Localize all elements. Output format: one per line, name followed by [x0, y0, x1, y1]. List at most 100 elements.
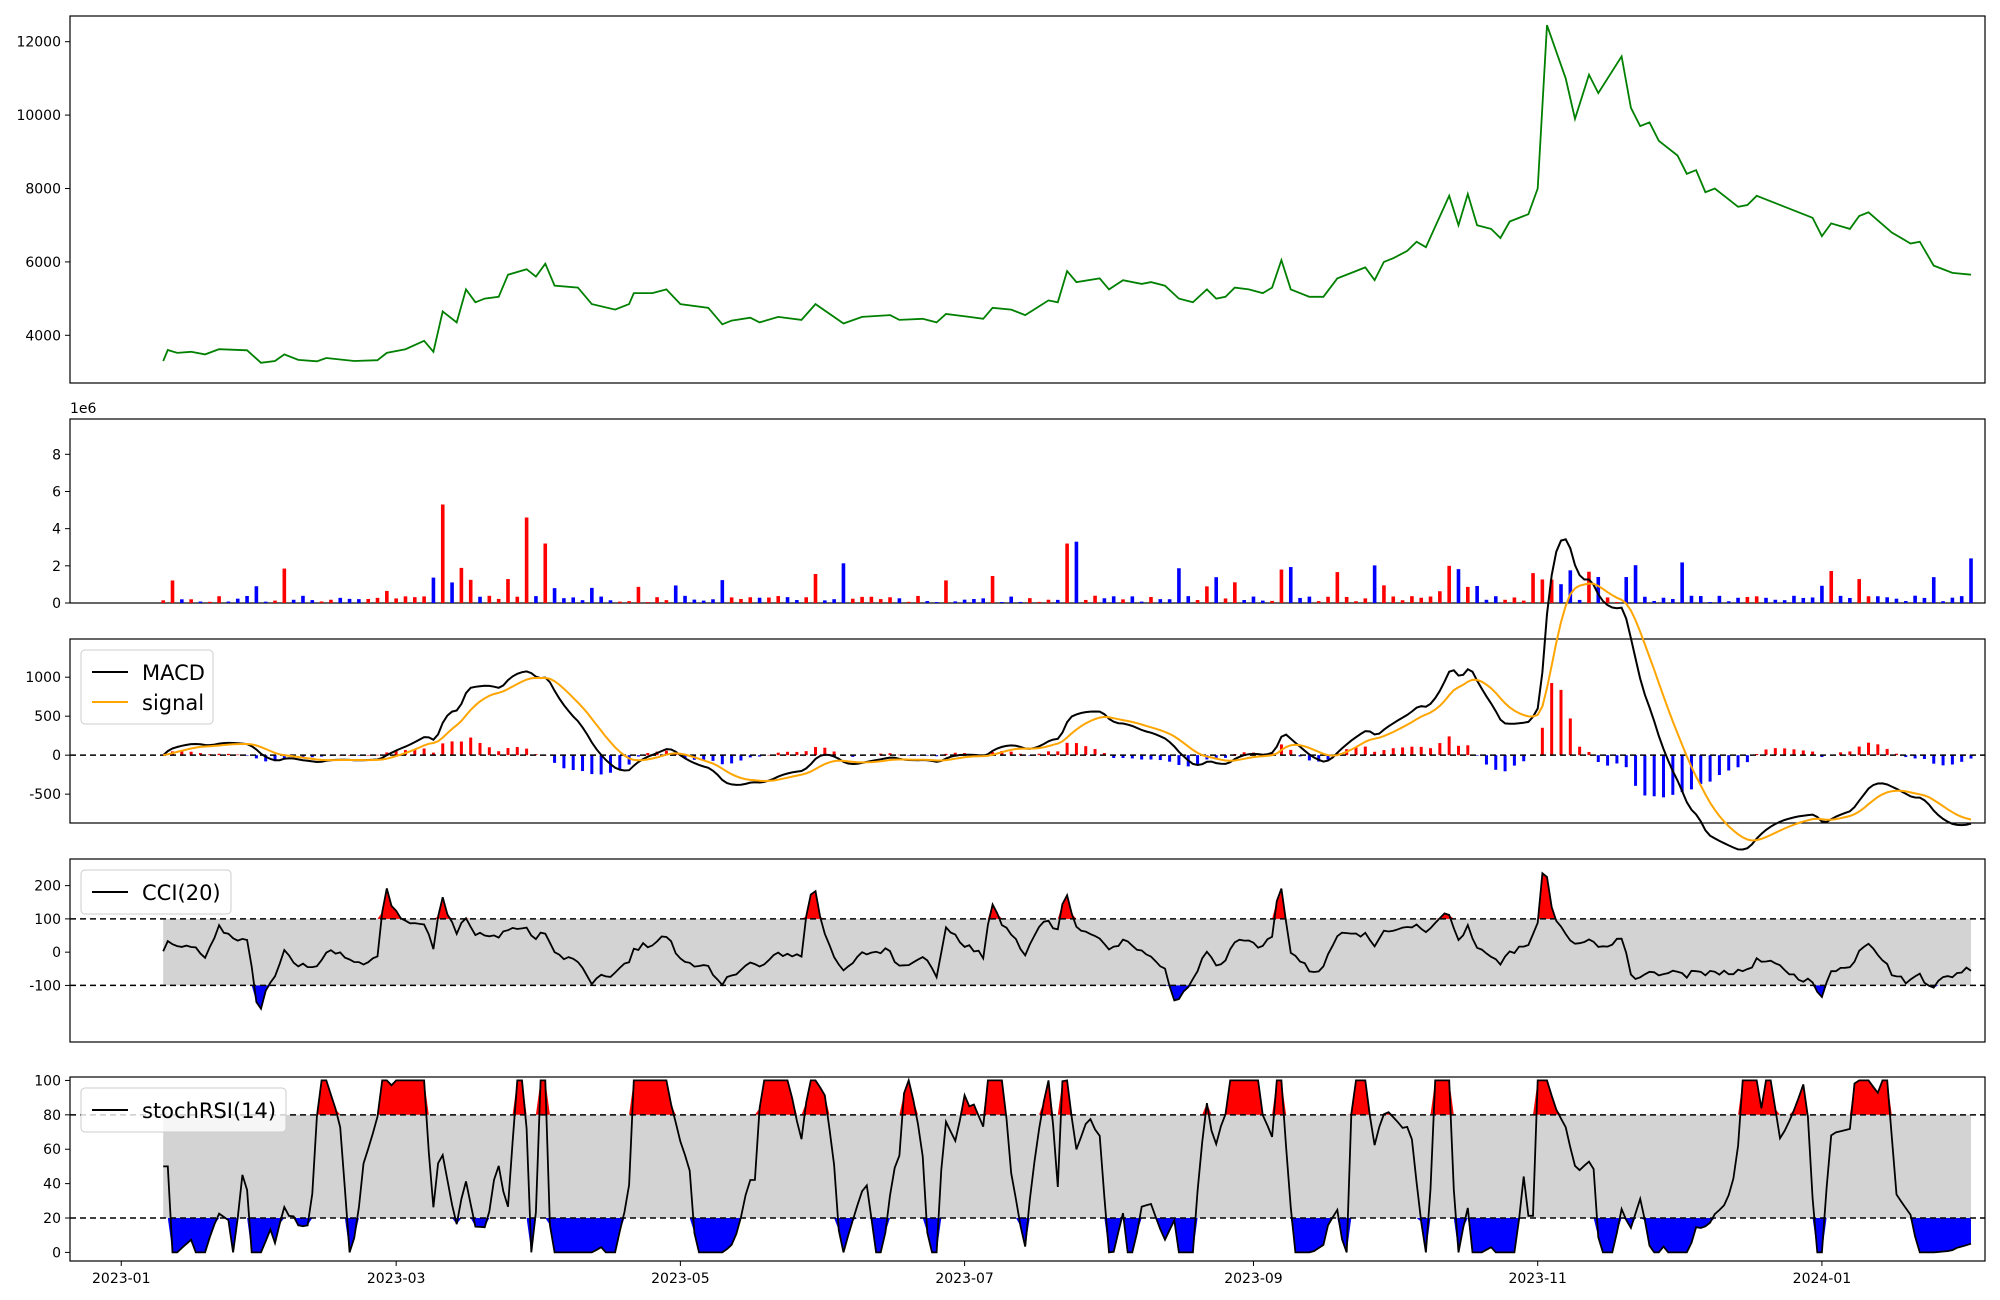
macd-histogram-bar — [804, 751, 808, 756]
volume-bar — [217, 596, 221, 603]
macd-histogram-bar — [180, 751, 184, 756]
macd-histogram-bar — [991, 752, 995, 756]
stochrsi-line — [163, 1077, 1972, 1254]
volume-bar — [1820, 585, 1824, 603]
volume-bar — [506, 579, 510, 603]
volume-bar — [1941, 601, 1945, 603]
macd-histogram-bar — [1093, 749, 1097, 756]
volume-bar — [711, 599, 715, 603]
macd-histogram-bar — [1289, 749, 1293, 756]
macd-histogram-bar — [832, 751, 836, 756]
stochrsi-ytick-label: 60 — [43, 1142, 61, 1158]
stochrsi-legend-label: stochRSI(14) — [142, 1099, 276, 1123]
volume-bar — [1633, 565, 1638, 603]
volume-bar — [1400, 600, 1405, 603]
volume-bar — [1233, 582, 1237, 603]
macd-histogram-bar — [1894, 753, 1898, 756]
volume-bar — [888, 597, 892, 603]
macd-histogram-bar — [348, 755, 352, 756]
volume-bar — [981, 598, 986, 603]
macd-histogram-bar — [590, 755, 594, 775]
macd-histogram-bar — [1820, 755, 1824, 757]
macd-histogram-bar — [1168, 755, 1172, 762]
macd-histogram-bar — [1811, 751, 1815, 756]
macd-histogram-bar — [1494, 755, 1498, 770]
volume-bar — [394, 598, 398, 603]
macd-histogram-bar — [245, 755, 249, 756]
macd-histogram-bar — [1540, 727, 1544, 756]
macd-histogram-bar — [571, 755, 575, 771]
volume-bar — [739, 598, 743, 603]
macd-histogram-bar — [1363, 746, 1367, 756]
volume-bar — [953, 601, 958, 603]
volume-bar — [850, 598, 855, 603]
macd-histogram-bar — [357, 755, 361, 756]
volume-bar — [161, 600, 165, 603]
macd-histogram-bar — [1438, 743, 1442, 756]
macd-histogram-bar — [1373, 751, 1377, 756]
macd-histogram-bar — [1102, 752, 1106, 756]
macd-histogram-bar — [1429, 748, 1433, 756]
volume-bar — [795, 600, 799, 603]
volume-bar — [1372, 565, 1377, 603]
macd-histogram-bar — [1401, 747, 1405, 756]
macd-histogram-bar — [888, 753, 892, 756]
macd-ytick-label: 1000 — [25, 670, 61, 686]
macd-histogram-bar — [1410, 746, 1414, 756]
volume-ytick-label: 8 — [52, 447, 61, 463]
volume-bar — [1745, 596, 1750, 603]
volume-bar — [1540, 579, 1545, 603]
volume-bar — [962, 599, 967, 603]
volume-bar — [972, 599, 976, 603]
stochrsi-ytick-label: 20 — [43, 1211, 61, 1227]
volume-bar — [1065, 543, 1069, 603]
volume-bar — [925, 601, 930, 603]
macd-histogram-bar — [1932, 755, 1936, 764]
volume-bar — [645, 602, 650, 603]
macd-histogram-bar — [217, 753, 221, 756]
volume-bar — [1708, 601, 1712, 603]
macd-histogram-bar — [282, 755, 286, 758]
macd-histogram-bar — [1699, 755, 1703, 784]
cci-ytick-label: 0 — [52, 945, 61, 961]
macd-histogram-bar — [1885, 748, 1889, 756]
macd-histogram-bar — [1708, 755, 1712, 782]
volume-bar — [1260, 600, 1265, 603]
volume-bar — [608, 600, 613, 603]
volume-bar — [1037, 601, 1041, 603]
macd-histogram-bar — [1550, 683, 1554, 756]
volume-bar — [235, 598, 240, 603]
macd-legend: MACD signal — [80, 649, 214, 725]
price-line — [162, 24, 1972, 364]
macd-histogram-bar — [1512, 755, 1516, 766]
macd-histogram-bar — [1037, 753, 1041, 756]
volume-bar — [701, 600, 706, 603]
macd-histogram-bar — [1643, 755, 1647, 796]
cci-legend-label: CCI(20) — [142, 881, 221, 905]
volume-bar — [524, 517, 529, 603]
volume-bar — [636, 586, 641, 603]
macd-histogram-bar — [459, 741, 463, 756]
volume-bar — [1438, 591, 1442, 603]
volume-bar — [1363, 598, 1368, 603]
volume-bar — [673, 585, 678, 603]
macd-histogram-bar — [1391, 748, 1395, 756]
macd-ytick-label: -500 — [29, 787, 61, 803]
macd-histogram-bar — [1680, 755, 1684, 793]
volume-bar — [1382, 585, 1386, 603]
macd-histogram-bar — [1065, 742, 1069, 756]
macd-histogram-bar — [636, 755, 640, 757]
macd-histogram-bar — [431, 752, 435, 756]
stochrsi-ytick-label: 80 — [43, 1108, 61, 1124]
volume-bar — [1512, 597, 1517, 603]
macd-histogram-bar — [394, 750, 398, 756]
macd-histogram-bar — [786, 751, 790, 756]
volume-bar — [1223, 598, 1228, 603]
macd-histogram-bar — [1196, 755, 1200, 765]
macd-histogram-bar — [366, 755, 370, 756]
macd-histogram-bar — [1326, 755, 1330, 760]
x-tick-label: 2023-11 — [1508, 1271, 1567, 1287]
volume-bar — [282, 568, 287, 603]
macd-histogram-bar — [646, 753, 650, 756]
cci-line — [162, 871, 1972, 1011]
